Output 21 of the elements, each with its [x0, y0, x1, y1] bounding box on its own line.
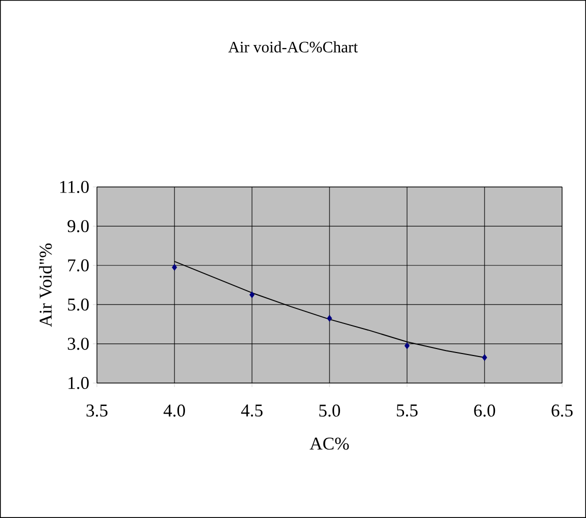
y-tick-label: 11.0 [60, 180, 89, 194]
x-tick-label: 6.0 [474, 404, 496, 417]
point [326, 314, 332, 322]
x-tick-label: 5.0 [319, 404, 340, 417]
x-axis-title: AC% [310, 438, 349, 450]
point [249, 291, 255, 298]
y-tick-label: 1.0 [68, 376, 89, 390]
x-tick-label: 6.5 [552, 404, 573, 417]
y-tick-label: 5.0 [68, 298, 89, 311]
point [482, 354, 488, 361]
y-tick-label: 3.0 [68, 338, 89, 350]
x-tick-label: 5.5 [396, 404, 418, 417]
x-tick-label: 4.0 [164, 404, 185, 417]
x-tick-label: 3.5 [86, 404, 108, 417]
y-axis-title: Air Void"% [39, 243, 52, 327]
point [172, 264, 178, 271]
chart-title: Air void-AC%Chart [228, 41, 358, 53]
x-tick-label: 4.5 [241, 404, 263, 417]
point [404, 342, 410, 350]
y-tick-label: 9.0 [68, 220, 89, 232]
y-tick-label: 7.0 [68, 259, 89, 272]
